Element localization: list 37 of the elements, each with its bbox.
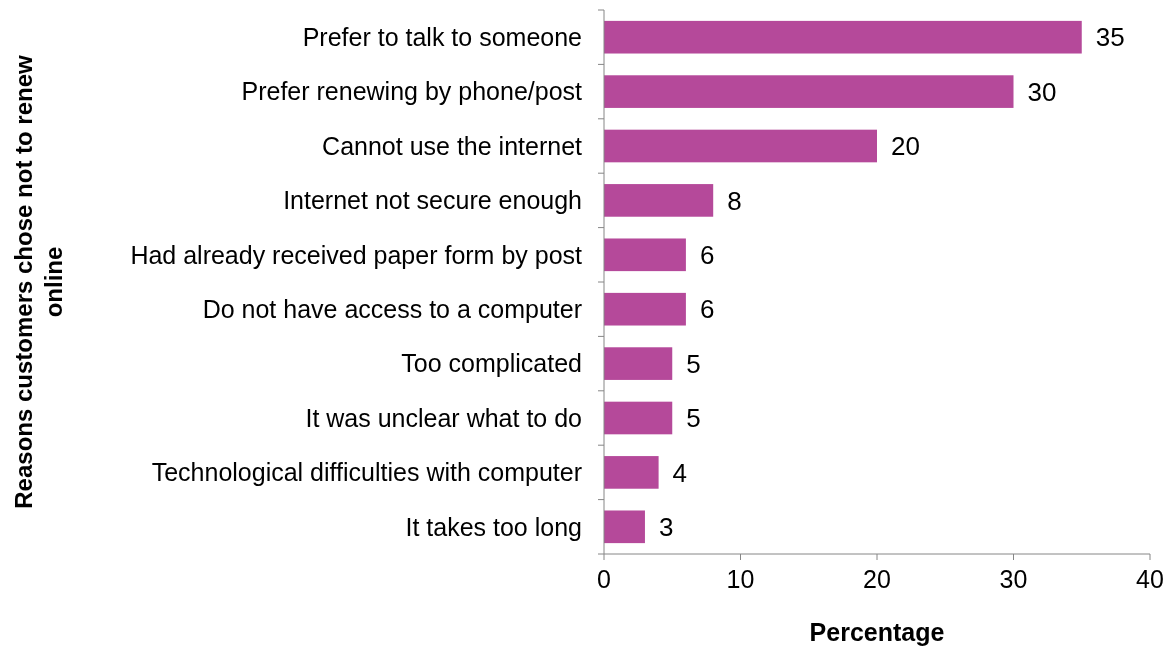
y-tick-label: Internet not secure enough xyxy=(283,186,582,215)
bar xyxy=(604,184,714,217)
x-tick-label: 0 xyxy=(597,565,611,593)
bar xyxy=(604,129,877,163)
bar xyxy=(604,347,673,380)
bar xyxy=(604,292,686,326)
y-tick-label: It was unclear what to do xyxy=(305,403,582,432)
data-label: 5 xyxy=(686,348,701,379)
x-tick-label: 40 xyxy=(1136,565,1164,593)
x-tick-label: 30 xyxy=(999,565,1028,593)
x-tick-label: 20 xyxy=(863,565,891,593)
data-label: 5 xyxy=(686,403,701,434)
data-label: 20 xyxy=(891,131,920,162)
data-label: 8 xyxy=(727,185,742,216)
bar xyxy=(604,238,686,272)
data-label: 3 xyxy=(658,511,674,542)
y-tick-label: Do not have access to a computer xyxy=(202,294,582,323)
y-tick-label: It takes too long xyxy=(405,512,582,541)
bar xyxy=(604,456,659,489)
bar xyxy=(604,401,673,435)
y-axis-title: Reasons customers chose not to renew online xyxy=(10,54,67,509)
bar xyxy=(604,20,1082,54)
data-label: 35 xyxy=(1095,22,1125,53)
y-tick-label: Had already received paper form by post xyxy=(130,240,583,269)
y-tick-label: Technological difficulties with computer xyxy=(151,458,582,487)
data-label: 6 xyxy=(699,294,715,325)
y-tick-label: Too complicated xyxy=(401,349,582,378)
bar xyxy=(604,510,645,544)
x-tick-label: 10 xyxy=(726,565,755,593)
bar xyxy=(604,75,1014,108)
data-label: 4 xyxy=(672,457,688,488)
y-tick-label: Prefer renewing by phone/post xyxy=(241,77,583,106)
data-label: 30 xyxy=(1027,76,1057,107)
y-tick-label: Prefer to talk to someone xyxy=(302,22,582,51)
x-axis-title: Percentage xyxy=(809,618,945,646)
data-label: 6 xyxy=(699,239,715,270)
y-tick-label: Cannot use the internet xyxy=(322,131,583,160)
